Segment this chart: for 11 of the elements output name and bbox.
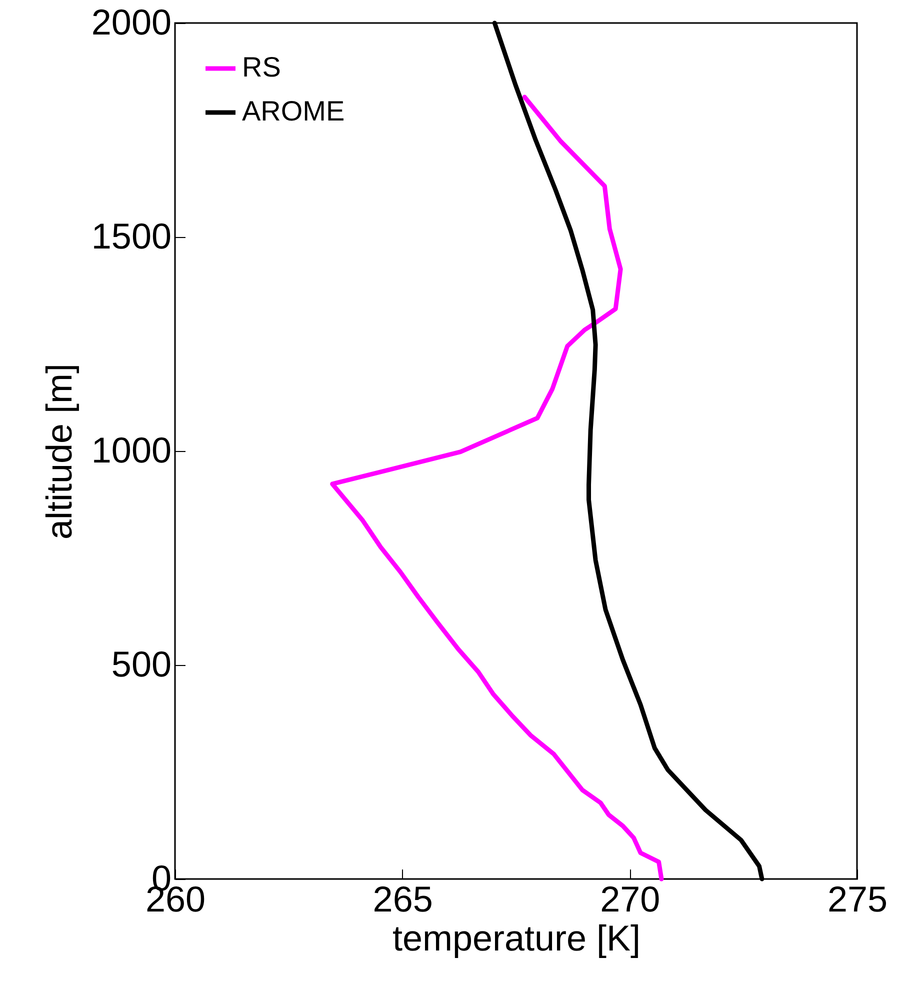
y-tick-label: 1000 (91, 430, 172, 470)
y-tick-label: 2000 (91, 2, 172, 42)
x-tick-label: 275 (827, 878, 888, 920)
y-tick-label: 1500 (91, 216, 172, 256)
y-axis-title: altitude [m] (38, 363, 80, 540)
y-tick-label: 500 (111, 644, 172, 684)
legend-label: RS (242, 52, 281, 82)
x-tick-label: 265 (372, 878, 433, 920)
legend-label: AROME (242, 96, 345, 126)
x-tick-label: 270 (600, 878, 660, 920)
x-axis-title: temperature [K] (392, 918, 641, 958)
